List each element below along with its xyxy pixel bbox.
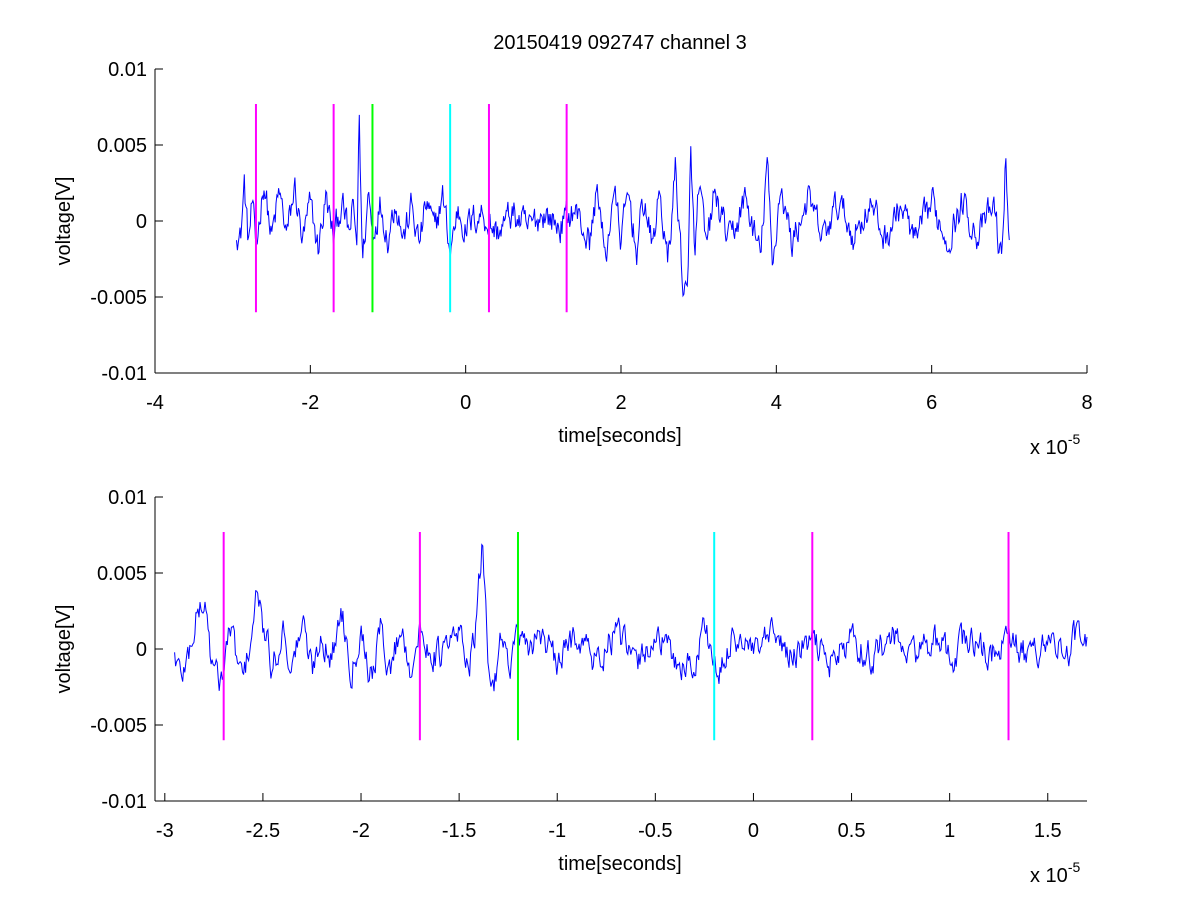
top-ytick-label: 0 bbox=[136, 211, 147, 233]
top-x-multiplier-base: x 10 bbox=[1030, 437, 1068, 459]
bottom-xtick-label: -2 bbox=[352, 820, 370, 842]
bottom-xtick-label: -3 bbox=[156, 820, 174, 842]
top-xtick-label: -4 bbox=[146, 392, 164, 414]
top-xtick-label: 0 bbox=[460, 392, 471, 414]
bottom-xtick-label: -1.5 bbox=[442, 820, 476, 842]
top-ytick-label: 0.01 bbox=[108, 59, 147, 81]
top-ytick-label: -0.01 bbox=[101, 363, 147, 385]
top-ytick-label: 0.005 bbox=[97, 135, 147, 157]
bottom-x-multiplier: x 10-5 bbox=[1030, 859, 1080, 887]
bottom-axes: voltage[V] time[seconds] x 10-5 -0.01 -0.… bbox=[53, 487, 1088, 887]
bottom-xtick-label: 0 bbox=[748, 820, 759, 842]
top-xtick-label: 6 bbox=[926, 392, 937, 414]
bottom-x-multiplier-base: x 10 bbox=[1030, 865, 1068, 887]
top-xlabel: time[seconds] bbox=[558, 425, 681, 447]
bottom-xtick-label: 1 bbox=[944, 820, 955, 842]
top-axes: voltage[V] time[seconds] x 10-5 -0.01 -0.… bbox=[53, 59, 1093, 459]
top-x-multiplier-exponent: -5 bbox=[1068, 431, 1081, 447]
top-signal-trace bbox=[236, 114, 1010, 298]
bottom-ytick-label: -0.01 bbox=[101, 791, 147, 813]
top-ylabel: voltage[V] bbox=[53, 177, 75, 266]
bottom-xlabel: time[seconds] bbox=[558, 853, 681, 875]
bottom-ytick-label: -0.005 bbox=[90, 715, 147, 737]
bottom-xtick-label: 0.5 bbox=[838, 820, 866, 842]
bottom-xtick-label: -0.5 bbox=[638, 820, 672, 842]
bottom-signal-trace bbox=[174, 543, 1088, 692]
bottom-ytick-label: 0 bbox=[136, 639, 147, 661]
top-xtick-label: 4 bbox=[771, 392, 782, 414]
top-xtick-label: 2 bbox=[615, 392, 626, 414]
top-xtick-label: -2 bbox=[301, 392, 319, 414]
bottom-ylabel: voltage[V] bbox=[53, 605, 75, 694]
top-ytick-label: -0.005 bbox=[90, 287, 147, 309]
figure-title: 20150419 092747 channel 3 bbox=[493, 32, 747, 54]
bottom-xtick-label: -1 bbox=[548, 820, 566, 842]
bottom-ytick-label: 0.01 bbox=[108, 487, 147, 509]
bottom-x-multiplier-exponent: -5 bbox=[1068, 859, 1081, 875]
top-x-multiplier: x 10-5 bbox=[1030, 431, 1080, 459]
bottom-ytick-label: 0.005 bbox=[97, 563, 147, 585]
bottom-xtick-label: -2.5 bbox=[246, 820, 280, 842]
bottom-xtick-label: 1.5 bbox=[1034, 820, 1062, 842]
top-xtick-label: 8 bbox=[1081, 392, 1092, 414]
